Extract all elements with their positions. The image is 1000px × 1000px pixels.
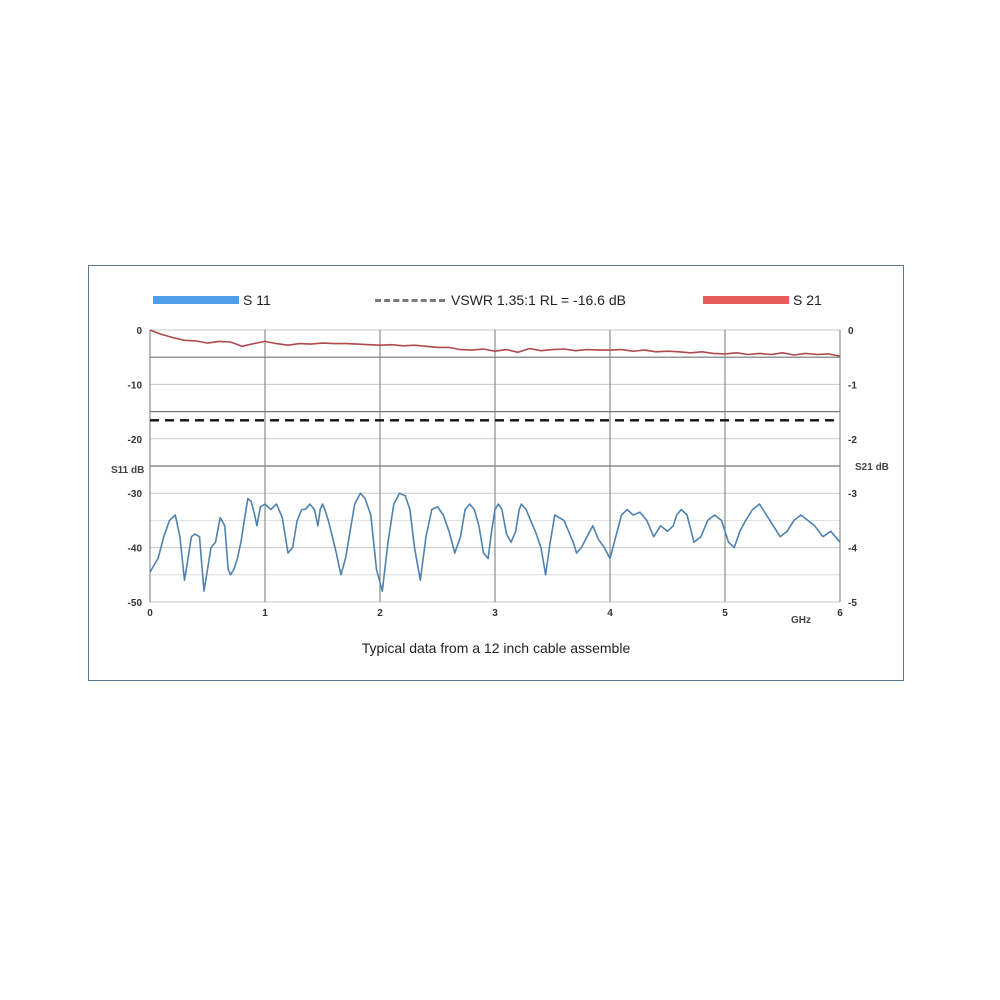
legend-item-s11: S 11: [153, 290, 271, 310]
x-tick-label: 2: [377, 608, 383, 619]
legend-item-vswr: VSWR 1.35:1 RL = -16.6 dB: [375, 290, 626, 310]
x-axis-label: GHz: [791, 615, 811, 626]
s21-line: [149, 329, 841, 357]
legend: S 11 VSWR 1.35:1 RL = -16.6 dB S 21: [89, 266, 903, 326]
y-tick-label-left: -10: [128, 380, 143, 391]
x-tick-label: 0: [147, 608, 153, 619]
y-tick-label-right: 0: [848, 326, 854, 337]
s11-line: [149, 492, 841, 592]
y-axis-label-left: S11 dB: [111, 465, 144, 476]
y-tick-label-right: -2: [848, 435, 857, 446]
y-tick-label-left: -50: [128, 598, 143, 609]
y-axis-label-right: S21 dB: [855, 462, 889, 473]
series-lines: [149, 329, 841, 592]
chart-frame: S 11 VSWR 1.35:1 RL = -16.6 dB S 21 0 -10…: [88, 265, 904, 681]
x-tick-label: 6: [837, 608, 843, 619]
tick-labels: 0-10-20-30-40-500-1-2-3-4-50 1 2 3 4 5 6: [128, 326, 858, 619]
y-tick-label-left: -30: [128, 489, 143, 500]
legend-label-vswr: VSWR 1.35:1 RL = -16.6 dB: [451, 292, 626, 308]
y-tick-label-left: -40: [128, 544, 143, 555]
chart-caption: Typical data from a 12 inch cable assemb…: [361, 640, 631, 656]
y-tick-label-left: 0: [136, 326, 142, 337]
y-tick-label-right: -1: [848, 380, 857, 391]
x-tick-label: 1: [262, 608, 268, 619]
y-tick-label-right: -5: [848, 598, 857, 609]
legend-swatch-s21: [703, 296, 789, 304]
legend-label-s21: S 21: [793, 292, 822, 308]
legend-swatch-s11: [153, 296, 239, 304]
x-tick-label: 3: [492, 608, 498, 619]
x-tick-label: 5: [722, 608, 728, 619]
legend-swatch-vswr: [375, 298, 445, 302]
y-tick-label-right: -3: [848, 489, 857, 500]
y-tick-label-right: -4: [848, 544, 857, 555]
grid: [149, 329, 841, 603]
s-parameter-chart: 0-10-20-30-40-500-1-2-3-4-50 1 2 3 4 5 6 S11 d…: [111, 326, 889, 626]
y-tick-label-left: -20: [128, 435, 143, 446]
x-tick-label: 4: [607, 608, 613, 619]
legend-label-s11: S 11: [243, 292, 271, 308]
legend-item-s21: S 21: [703, 290, 822, 310]
